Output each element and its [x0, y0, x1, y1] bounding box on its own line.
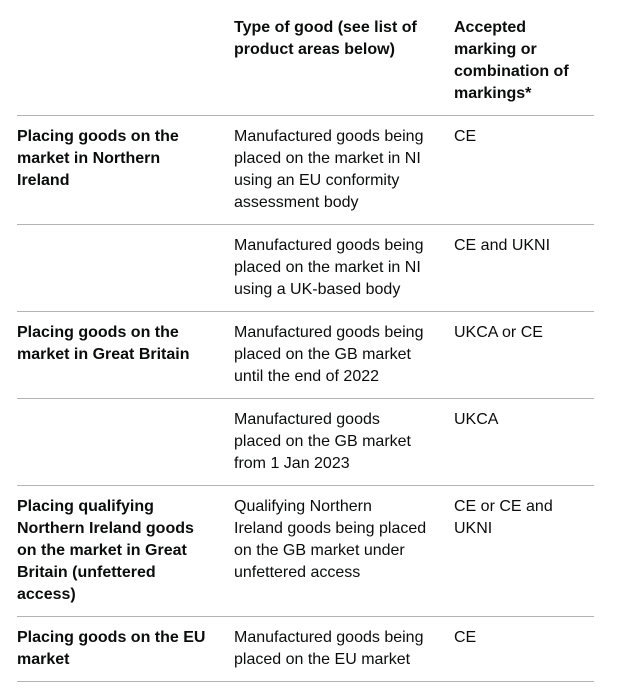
cell-accepted-marking: UKCA or CE: [454, 311, 594, 399]
table-row: Placing goods on the EU market Manufactu…: [17, 616, 594, 682]
cell-accepted-marking: UKCA: [454, 398, 594, 486]
table-row: Placing qualifying Northern Ireland good…: [17, 485, 594, 617]
table-header-row: Type of good (see list of product areas …: [17, 7, 594, 116]
row-header-scenario: Placing goods on the market in Northern …: [17, 115, 234, 225]
markings-table: Type of good (see list of product areas …: [17, 7, 594, 682]
cell-type-of-good: Manufactured goods placed on the GB mark…: [234, 398, 454, 486]
row-header-scenario: [17, 398, 234, 486]
table-row: Manufactured goods being placed on the m…: [17, 224, 594, 312]
row-header-scenario: Placing goods on the EU market: [17, 616, 234, 682]
cell-type-of-good: Manufactured goods being placed on the G…: [234, 311, 454, 399]
row-header-scenario: [17, 224, 234, 312]
cell-accepted-marking: CE or CE and UKNI: [454, 485, 594, 617]
table-row: Placing goods on the market in Great Bri…: [17, 311, 594, 399]
table-row: Manufactured goods placed on the GB mark…: [17, 398, 594, 486]
cell-type-of-good: Manufactured goods being placed on the m…: [234, 115, 454, 225]
cell-type-of-good: Qualifying Northern Ireland goods being …: [234, 485, 454, 617]
row-header-scenario: Placing qualifying Northern Ireland good…: [17, 485, 234, 617]
row-header-scenario: Placing goods on the market in Great Bri…: [17, 311, 234, 399]
cell-accepted-marking: CE: [454, 115, 594, 225]
column-header-empty: [17, 7, 234, 116]
cell-type-of-good: Manufactured goods being placed on the E…: [234, 616, 454, 682]
table-row: Placing goods on the market in Northern …: [17, 115, 594, 225]
cell-type-of-good: Manufactured goods being placed on the m…: [234, 224, 454, 312]
column-header-type-of-good: Type of good (see list of product areas …: [234, 7, 454, 116]
column-header-accepted-marking: Accepted marking or combination of marki…: [454, 7, 594, 116]
cell-accepted-marking: CE and UKNI: [454, 224, 594, 312]
cell-accepted-marking: CE: [454, 616, 594, 682]
